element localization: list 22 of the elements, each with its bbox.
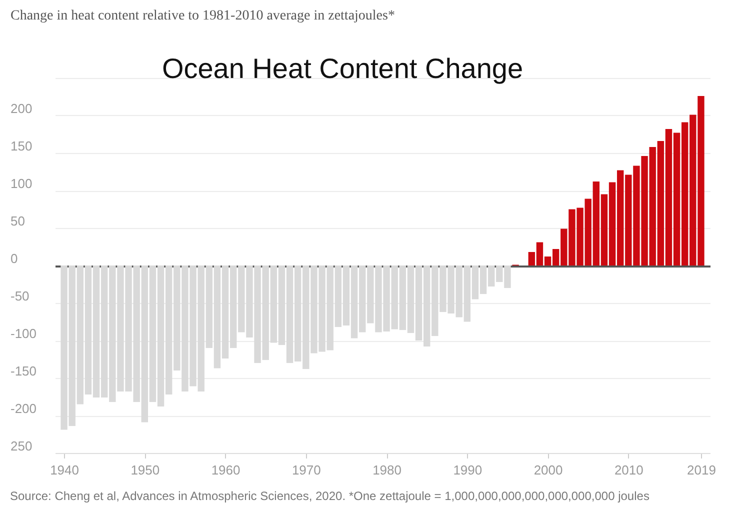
x-tick-label: 2019 — [687, 462, 716, 478]
x-tick-label: 1950 — [130, 462, 160, 478]
y-tick-label: -200 — [10, 401, 37, 416]
y-tick-label: 50 — [10, 214, 25, 228]
x-tick-label: 1960 — [211, 462, 240, 478]
y-tick-label: 150 — [10, 138, 32, 154]
y-tick-label: -50 — [10, 288, 30, 304]
x-tick-label: 1970 — [292, 462, 321, 478]
y-tick-label: 250 — [10, 438, 32, 454]
x-tick-label: 2000 — [534, 462, 563, 478]
y-tick-label: 100 — [10, 176, 32, 191]
x-tick-label: 1940 — [50, 462, 79, 478]
y-tick-label: -150 — [10, 364, 37, 378]
y-tick-label: 200 — [10, 101, 32, 116]
source-note: Source: Cheng et al, Advances in Atmospheric Sciences, 2020. *One zettajoule = 1,000,000,000,000,000,000,000 joules — [10, 489, 650, 503]
x-tick-label: 1990 — [453, 462, 482, 478]
x-tick-label: 2010 — [614, 462, 644, 478]
chart-title: Ocean Heat Content Change — [162, 53, 524, 84]
y-tick-label: -100 — [10, 326, 37, 341]
y-axis-title: Change in heat content relative to 1981-2010 average in zettajoules* — [10, 8, 395, 24]
y-tick-label: 0 — [10, 251, 18, 266]
x-tick-label: 1980 — [372, 462, 402, 478]
